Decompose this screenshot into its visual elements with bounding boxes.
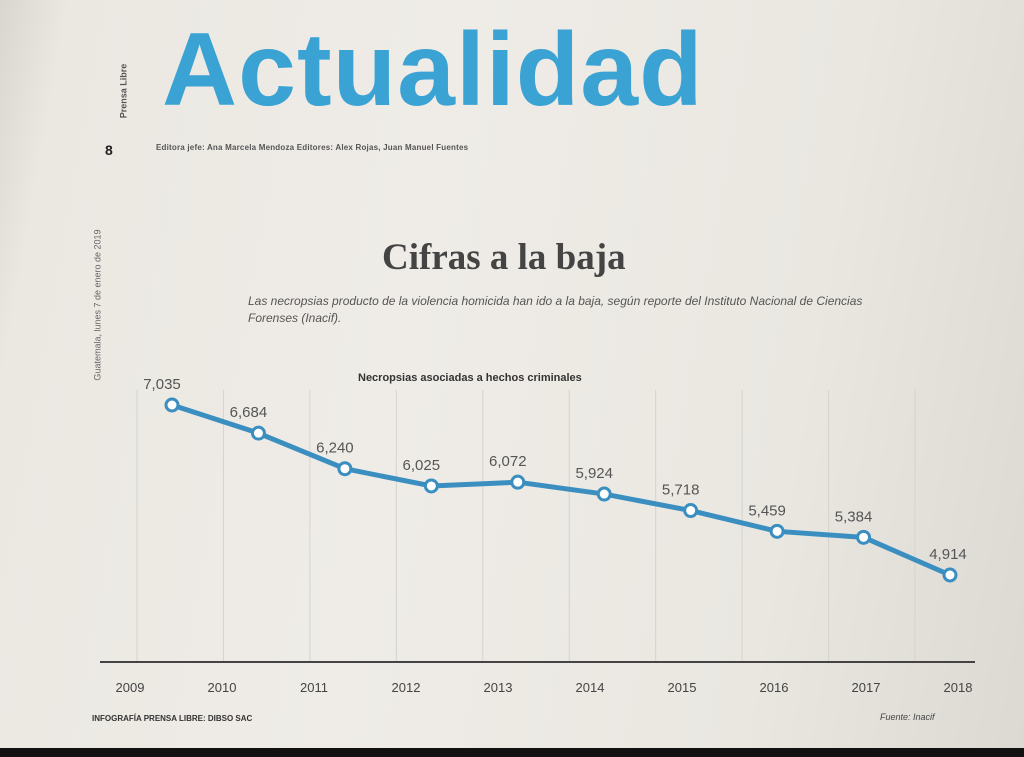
data-label: 5,718 — [662, 482, 700, 499]
data-label: 6,072 — [489, 453, 527, 470]
data-point — [683, 503, 699, 519]
x-tick-label: 2017 — [852, 680, 881, 695]
data-label: 5,459 — [748, 502, 786, 519]
data-label: 6,240 — [316, 440, 354, 457]
data-point — [164, 397, 180, 413]
data-point — [337, 461, 353, 477]
data-point — [510, 474, 526, 490]
data-point — [769, 523, 785, 539]
chart-title: Necropsias asociadas a hechos criminales — [358, 372, 582, 384]
page-number: 8 — [105, 142, 113, 158]
data-point — [596, 486, 612, 502]
data-label: 7,035 — [143, 376, 181, 393]
bottom-border — [0, 748, 1024, 757]
data-label: 6,684 — [230, 404, 268, 421]
infographic-credit: INFOGRAFÍA PRENSA LIBRE: DIBSO SAC — [92, 714, 253, 723]
x-tick-label: 2011 — [300, 680, 328, 695]
editor-credits: Editora jefe: Ana Marcela Mendoza Editor… — [156, 143, 469, 152]
source-note: Fuente: Inacif — [880, 712, 935, 722]
data-label: 4,914 — [929, 546, 967, 563]
x-tick-label: 2014 — [576, 680, 605, 695]
x-tick-label: 2015 — [668, 680, 697, 695]
data-label: 5,384 — [835, 508, 873, 525]
data-point — [423, 478, 439, 494]
x-tick-label: 2016 — [760, 680, 789, 695]
x-tick-label: 2009 — [116, 680, 145, 695]
data-point — [942, 567, 958, 583]
data-label: 5,924 — [575, 465, 613, 482]
x-tick-label: 2013 — [484, 680, 513, 695]
section-title: Actualidad — [162, 12, 704, 128]
series-line — [171, 402, 951, 578]
data-label: 6,025 — [403, 457, 441, 474]
data-point — [856, 529, 872, 545]
article-subtitle: Las necropsias producto de la violencia … — [248, 294, 863, 325]
x-tick-label: 2018 — [944, 680, 973, 695]
x-tick-label: 2010 — [208, 680, 237, 695]
data-point — [250, 425, 266, 441]
article-title: Cifras a la baja — [382, 237, 626, 278]
x-tick-label: 2012 — [392, 680, 421, 695]
